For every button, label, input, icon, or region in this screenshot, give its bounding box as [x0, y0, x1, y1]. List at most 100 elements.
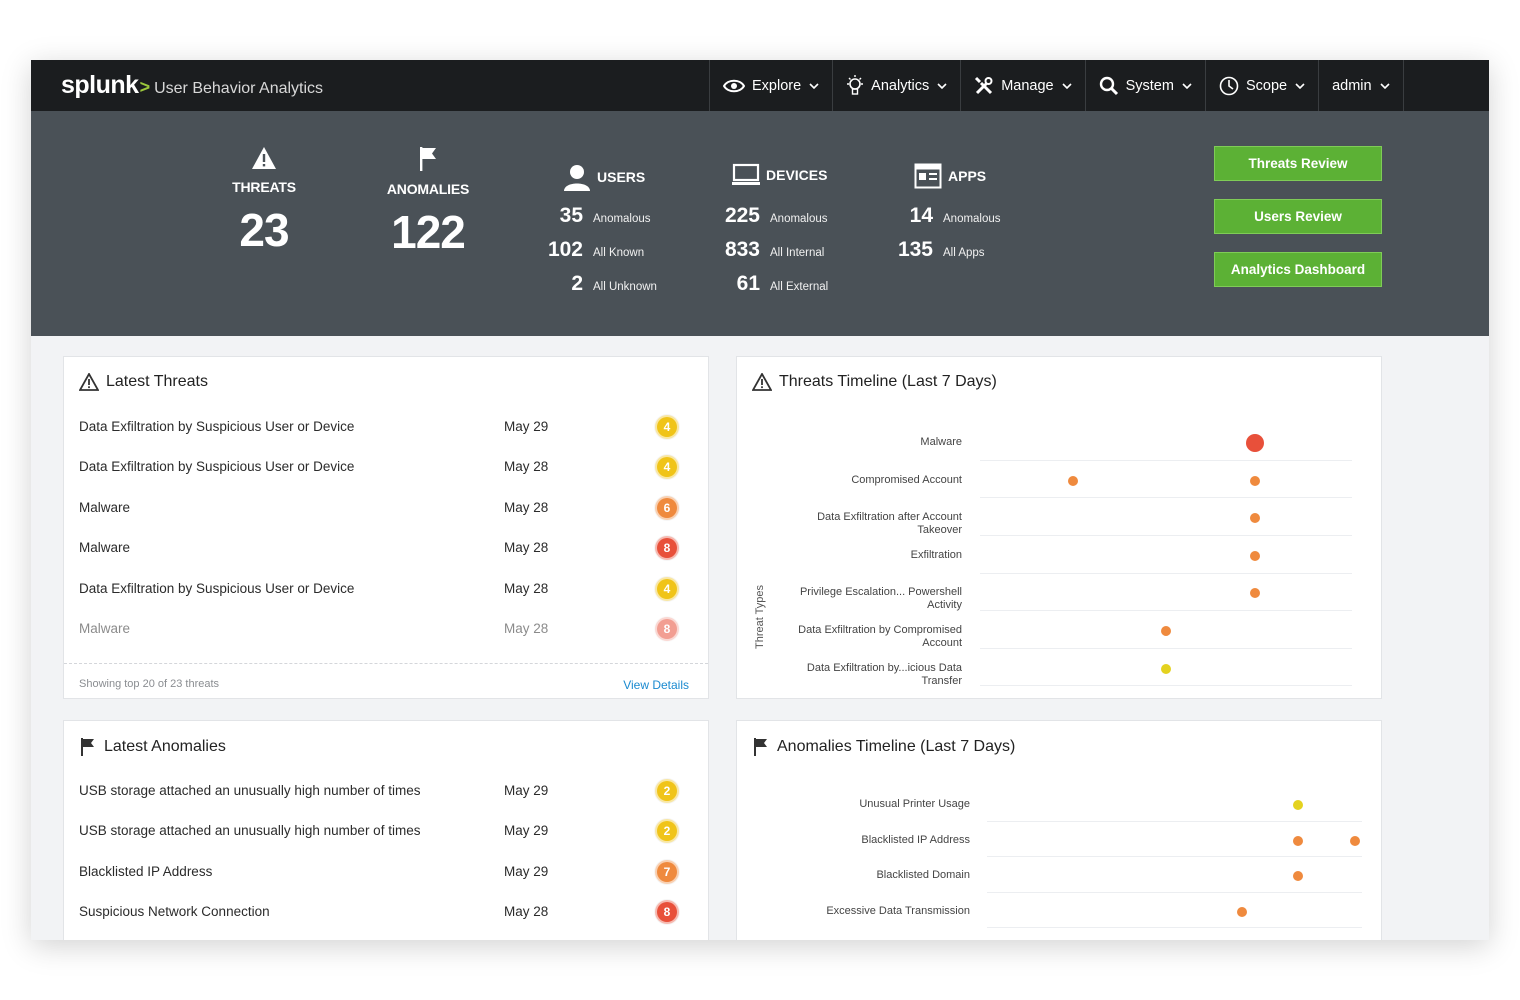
timeline-row-label: Data Exfiltration by Compromised Account: [798, 624, 962, 649]
timeline-event-dot[interactable]: [1068, 475, 1078, 486]
panel-title: Latest Threats: [79, 373, 208, 391]
item-name: Suspicious Network Connection: [79, 904, 270, 920]
list-item[interactable]: Malware May 28 8: [79, 534, 694, 564]
item-date: May 28: [504, 459, 549, 475]
threats-count: 23: [239, 204, 289, 256]
stat-value: 35: [559, 204, 583, 227]
analytics-dashboard-button[interactable]: Analytics Dashboard: [1214, 252, 1382, 287]
item-name: USB storage attached an unusually high n…: [79, 823, 421, 839]
stat-text: All Unknown: [593, 281, 657, 293]
timeline-event-dot[interactable]: [1161, 626, 1171, 636]
list-item[interactable]: Suspicious Network Connection May 28 8: [79, 898, 694, 928]
timeline-event-dot[interactable]: [1250, 513, 1261, 524]
list-item[interactable]: USB storage attached an unusually high n…: [79, 817, 694, 847]
stat-value: 225: [724, 204, 760, 227]
risk-score-badge: 6: [655, 495, 679, 520]
axis-title: Threat Types: [754, 585, 766, 649]
risk-score-badge: 4: [655, 415, 679, 439]
nav-manage[interactable]: Manage: [960, 60, 1084, 111]
chevron-down-icon: [1380, 82, 1390, 89]
showing-count: Showing top 20 of 23 threats: [79, 678, 220, 690]
timeline-event-dot[interactable]: [1349, 835, 1360, 846]
summary-band: THREATS 23 ANOMALIES 122 USERS 35 Anomal…: [31, 111, 1489, 336]
latest-threats-panel: Latest Threats Data Exfiltration by Susp…: [63, 356, 709, 699]
risk-score-badge: 7: [655, 859, 679, 884]
item-date: May 29: [504, 783, 549, 798]
panel-footer: Showing top 20 of 23 threats View Detail…: [64, 663, 708, 699]
stat-value: 833: [724, 238, 760, 261]
apps-header: APPS: [914, 163, 986, 189]
timeline-event-dot[interactable]: [1293, 835, 1304, 846]
user-icon: [563, 163, 591, 191]
nav-system[interactable]: System: [1084, 60, 1205, 111]
users-review-button[interactable]: Users Review: [1214, 199, 1382, 234]
apps-anomalous[interactable]: 14 Anomalous: [887, 204, 1001, 228]
threats-review-button[interactable]: Threats Review: [1214, 146, 1382, 181]
stat-value: 102: [547, 238, 583, 261]
stat-text: All Apps: [943, 247, 985, 259]
users-all-unknown[interactable]: 2 All Unknown: [541, 272, 657, 296]
timeline-gridline: [980, 647, 1352, 649]
nav-label: System: [1125, 77, 1174, 94]
nav-label: Manage: [1001, 77, 1054, 94]
risk-score-badge: 4: [655, 455, 679, 480]
apps-all-apps[interactable]: 135 All Apps: [887, 238, 985, 262]
stat-text: Anomalous: [770, 213, 828, 225]
list-item[interactable]: Data Exfiltration by Suspicious User or …: [79, 453, 694, 483]
timeline-event-dot[interactable]: [1161, 663, 1171, 674]
item-date: May 28: [504, 621, 549, 636]
item-date: May 28: [504, 540, 549, 556]
timeline-event-dot[interactable]: [1250, 550, 1261, 561]
monitor-icon: [732, 163, 760, 187]
timeline-gridline: [987, 891, 1362, 893]
timeline-event-dot[interactable]: [1250, 475, 1261, 486]
latest-anomalies-title: Latest Anomalies: [104, 738, 226, 755]
list-item[interactable]: Malware May 28 8: [79, 615, 694, 645]
devices-label: DEVICES: [766, 167, 828, 183]
devices-column: DEVICES: [732, 163, 827, 187]
timeline-gridline: [987, 927, 1362, 929]
list-item[interactable]: Malware May 28 6: [79, 494, 694, 524]
apps-label: APPS: [948, 168, 987, 184]
nav-label: admin: [1332, 77, 1372, 94]
timeline-gridline: [987, 856, 1362, 858]
list-item[interactable]: USB storage attached an unusually high n…: [79, 777, 694, 807]
item-name: Data Exfiltration by Suspicious User or …: [79, 419, 355, 434]
nav-explore[interactable]: Explore: [709, 60, 832, 111]
panel-title: Latest Anomalies: [79, 737, 226, 757]
timeline-event-dot[interactable]: [1246, 434, 1265, 452]
threats-summary[interactable]: THREATS 23: [224, 146, 304, 257]
anomalies-summary[interactable]: ANOMALIES 122: [378, 146, 478, 259]
flag-icon: [752, 737, 770, 757]
item-date: May 28: [504, 904, 549, 920]
clock-icon: [1219, 76, 1239, 96]
anomalies-timeline-title: Anomalies Timeline (Last 7 Days): [777, 738, 1016, 755]
users-anomalous[interactable]: 35 Anomalous: [541, 204, 651, 228]
timeline-event-dot[interactable]: [1250, 588, 1261, 599]
stat-value: 14: [909, 204, 933, 227]
list-item[interactable]: Data Exfiltration by Suspicious User or …: [79, 413, 694, 443]
threats-label: THREATS: [232, 179, 296, 195]
timeline-event-dot[interactable]: [1293, 871, 1304, 881]
devices-anomalous[interactable]: 225 Anomalous: [714, 204, 828, 228]
brand[interactable]: splunk > User Behavior Analytics: [61, 71, 323, 100]
chevron-down-icon: [1295, 82, 1305, 89]
list-item[interactable]: Data Exfiltration by Suspicious User or …: [79, 575, 694, 605]
timeline-event-dot[interactable]: [1237, 906, 1247, 917]
tools-icon: [974, 76, 994, 96]
item-date: May 29: [504, 823, 549, 839]
timeline-event-dot[interactable]: [1293, 800, 1304, 810]
nav-scope[interactable]: Scope: [1204, 60, 1318, 111]
devices-all-external[interactable]: 61 All External: [714, 272, 829, 296]
nav-admin[interactable]: admin: [1318, 60, 1404, 111]
item-name: Malware: [79, 621, 131, 636]
latest-threats-title: Latest Threats: [106, 373, 208, 390]
list-item[interactable]: Blacklisted IP Address May 29 7: [79, 858, 694, 888]
top-navigation-bar: splunk > User Behavior Analytics Explore…: [31, 60, 1489, 111]
stat-text: Anomalous: [943, 213, 1001, 225]
nav-analytics[interactable]: Analytics: [832, 60, 960, 111]
view-details-link[interactable]: View Details: [623, 678, 689, 692]
eye-icon: [723, 79, 745, 93]
users-all-known[interactable]: 102 All Known: [541, 238, 644, 262]
devices-all-internal[interactable]: 833 All Internal: [714, 238, 824, 262]
